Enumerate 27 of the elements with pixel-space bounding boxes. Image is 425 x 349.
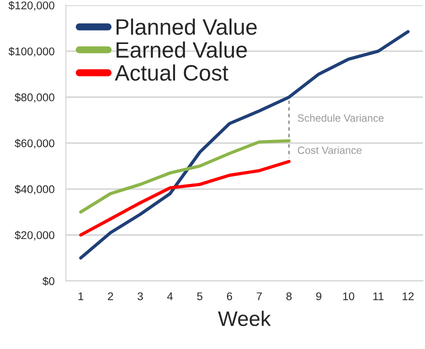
x-tick-label: 9 bbox=[316, 292, 322, 300]
y-tick-label: $120,000 bbox=[8, 1, 54, 11]
x-tick-label: 12 bbox=[402, 292, 414, 300]
x-tick-label: 3 bbox=[138, 292, 143, 300]
legend-label: Planned Value bbox=[116, 18, 257, 35]
x-tick-label: 8 bbox=[286, 292, 292, 300]
y-tick-label: $80,000 bbox=[14, 92, 54, 103]
x-tick-label: 7 bbox=[256, 292, 262, 300]
x-tick-label: 6 bbox=[226, 292, 232, 300]
x-tick-label: 1 bbox=[78, 292, 84, 300]
x-tick-label: 11 bbox=[373, 292, 384, 300]
annotation: Cost Variance bbox=[298, 146, 362, 154]
y-tick-label: $40,000 bbox=[14, 184, 54, 194]
x-tick-label: 4 bbox=[167, 292, 173, 300]
x-tick-label: 5 bbox=[197, 292, 202, 300]
line-series bbox=[79, 139, 291, 214]
legend-label: Earned Value bbox=[116, 42, 247, 58]
y-tick-label: $0 bbox=[42, 276, 54, 286]
line-series bbox=[79, 160, 291, 237]
y-tick-label: $20,000 bbox=[14, 230, 54, 240]
x-tick-label: 2 bbox=[108, 292, 114, 300]
x-axis-title: Week bbox=[218, 310, 271, 326]
y-tick-label: $100,000 bbox=[8, 46, 54, 57]
x-tick-label: 10 bbox=[343, 292, 354, 300]
legend-label: Actual Cost bbox=[114, 64, 228, 81]
annotation: Schedule Variance bbox=[298, 114, 384, 122]
y-tick-label: $60,000 bbox=[14, 138, 54, 149]
